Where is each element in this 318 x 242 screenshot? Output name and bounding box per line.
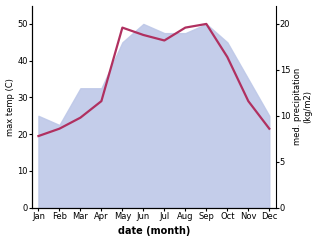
X-axis label: date (month): date (month) [118,227,190,236]
Y-axis label: med. precipitation
(kg/m2): med. precipitation (kg/m2) [293,68,313,145]
Y-axis label: max temp (C): max temp (C) [5,78,15,136]
